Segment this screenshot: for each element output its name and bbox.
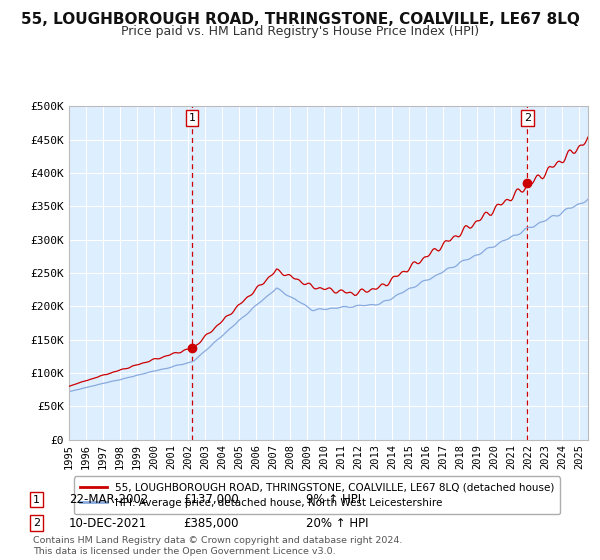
Text: 10-DEC-2021: 10-DEC-2021	[69, 516, 147, 530]
Text: 22-MAR-2002: 22-MAR-2002	[69, 493, 148, 506]
Text: £137,000: £137,000	[183, 493, 239, 506]
Text: Price paid vs. HM Land Registry's House Price Index (HPI): Price paid vs. HM Land Registry's House …	[121, 25, 479, 38]
Text: 9% ↑ HPI: 9% ↑ HPI	[306, 493, 361, 506]
Legend: 55, LOUGHBOROUGH ROAD, THRINGSTONE, COALVILLE, LE67 8LQ (detached house), HPI: A: 55, LOUGHBOROUGH ROAD, THRINGSTONE, COAL…	[74, 477, 560, 514]
Text: Contains HM Land Registry data © Crown copyright and database right 2024.
This d: Contains HM Land Registry data © Crown c…	[33, 536, 403, 556]
Text: 2: 2	[524, 113, 531, 123]
Text: 2: 2	[33, 518, 40, 528]
Text: £385,000: £385,000	[183, 516, 239, 530]
Text: 1: 1	[33, 494, 40, 505]
Text: 1: 1	[188, 113, 196, 123]
Text: 55, LOUGHBOROUGH ROAD, THRINGSTONE, COALVILLE, LE67 8LQ: 55, LOUGHBOROUGH ROAD, THRINGSTONE, COAL…	[20, 12, 580, 27]
Text: 20% ↑ HPI: 20% ↑ HPI	[306, 516, 368, 530]
